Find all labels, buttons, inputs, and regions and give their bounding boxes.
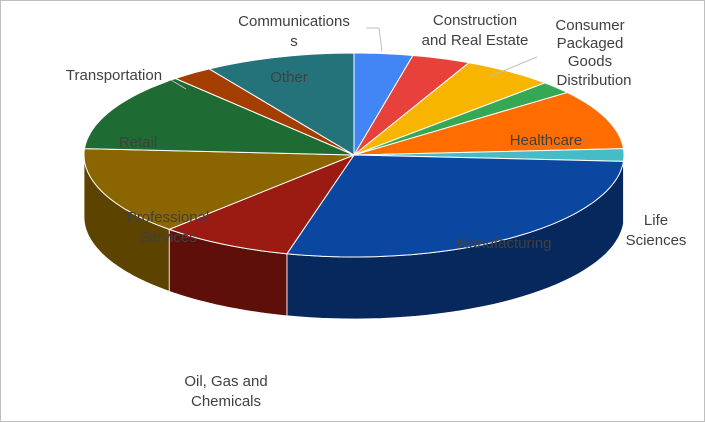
pie-labels: Communications s Construction and Real Esta… xyxy=(66,12,687,410)
slice-label-life-sciences: Life Sciences xyxy=(626,212,687,249)
slice-label-retail: Retail xyxy=(119,134,157,151)
pie-slice-construction-and-real-estate xyxy=(353,54,471,156)
pie-slice-life-sciences xyxy=(353,148,625,162)
pie-top xyxy=(83,52,625,258)
slice-label-professional-services: Professional Services xyxy=(127,209,210,246)
slice-label-healthcare: Healthcare xyxy=(510,132,583,149)
pie-slice-oil-gas-and-chemicals xyxy=(167,153,356,255)
pie-slice-professional-services xyxy=(83,148,355,230)
leader-line-communications xyxy=(366,27,383,52)
leader-line-consumer-packaged-goods xyxy=(490,56,538,77)
pie-slice-distribution xyxy=(353,82,569,156)
slice-label-other: Other xyxy=(270,69,308,86)
pie-slice-other xyxy=(207,52,355,156)
slice-label-construction-and-real-estate: Construction and Real Estate xyxy=(422,12,529,49)
slice-label-consumer-packaged-goods: Consumer Packaged Goods xyxy=(555,17,624,70)
pie-slice-manufacturing xyxy=(286,154,625,258)
slice-label-manufacturing: Manufacturing xyxy=(456,235,551,252)
pie-slice-retail xyxy=(83,77,355,156)
slice-label-oil-gas-and-chemicals: Oil, Gas and Chemicals xyxy=(184,373,267,410)
slice-label-distribution: Distribution xyxy=(556,72,631,89)
slice-label-communications: Communications s xyxy=(238,13,350,50)
pie-slice-transportation xyxy=(173,68,355,156)
leader-line-transportation xyxy=(170,79,187,90)
slice-label-transportation: Transportation xyxy=(66,67,162,84)
pie-slice-healthcare xyxy=(353,91,625,156)
pie-side-walls xyxy=(83,154,625,320)
pie-slice-consumer-packaged-goods xyxy=(353,62,547,156)
